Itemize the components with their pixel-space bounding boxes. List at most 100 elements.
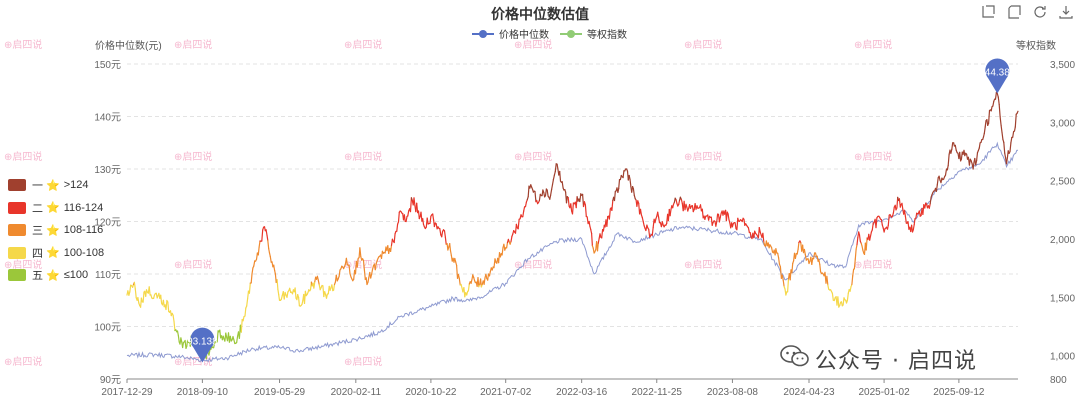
price-series-segment [826, 275, 829, 286]
marker-label: 144.386 [979, 67, 1016, 78]
price-series-segment [803, 248, 806, 256]
price-series-segment [242, 316, 245, 322]
legend-level-range: 100-108 [63, 246, 105, 259]
price-series-segment [1005, 157, 1009, 165]
price-series-segment [233, 339, 236, 345]
price-series-segment [413, 197, 416, 206]
price-series-segment [551, 179, 555, 186]
watermark-text: ⊕启四说 [344, 150, 382, 163]
price-series-segment [267, 239, 270, 250]
price-series-segment [444, 236, 447, 245]
price-series-segment [229, 335, 232, 342]
watermark-text: ⊕启四说 [854, 38, 892, 51]
price-series-segment [449, 250, 452, 257]
price-series-segment [990, 106, 993, 112]
x-axis-tick-label: 2019-05-29 [254, 387, 306, 398]
price-series-segment [999, 115, 1002, 127]
price-series-segment [371, 265, 375, 271]
legend-level-5[interactable]: 五 ⭐ ≤100 [8, 264, 104, 287]
legend-level-4[interactable]: 四 ⭐ 100-108 [8, 242, 104, 265]
price-series-segment [454, 257, 457, 263]
price-series-segment [501, 247, 504, 256]
price-series-segment [257, 246, 260, 256]
price-series-segment [924, 202, 927, 209]
price-series-segment [680, 198, 683, 204]
price-series-segment [251, 267, 254, 275]
price-series-segment [743, 218, 746, 226]
watermark-text: ⊕启四说 [4, 355, 42, 368]
price-series-segment [994, 91, 998, 100]
price-series-segment [417, 210, 420, 220]
price-series-segment [996, 92, 999, 98]
marker-pin[interactable]: 144.386 [979, 58, 1016, 94]
price-series-segment [639, 208, 643, 216]
price-series-segment [280, 294, 283, 300]
price-series-segment [901, 202, 904, 210]
price-series-segment [1013, 126, 1016, 132]
price-series-segment [1010, 136, 1013, 144]
zoom-reset-icon[interactable] [1006, 4, 1022, 20]
price-series-segment [811, 257, 814, 265]
price-series-segment [786, 278, 790, 293]
price-series-segment [129, 284, 132, 293]
legend-level-3[interactable]: 三 ⭐ 108-116 [8, 219, 104, 242]
wechat-logo-icon [780, 345, 809, 367]
zoom-icon[interactable] [980, 4, 996, 20]
legend-level-range: ≤100 [63, 269, 89, 282]
price-series-segment [177, 335, 180, 343]
price-series-segment [849, 286, 852, 292]
left-axis-tick-label: 130元 [94, 165, 121, 176]
refresh-icon[interactable] [1032, 4, 1048, 20]
price-series-segment [597, 237, 600, 244]
marker-pin[interactable]: 93.138 [187, 327, 218, 363]
price-series-segment [1003, 141, 1006, 154]
watermark-text: ⊕启四说 [174, 150, 212, 163]
price-series-segment [608, 208, 611, 220]
price-series-segment [918, 210, 921, 217]
price-series-segment [517, 218, 520, 230]
price-series-segment [954, 144, 957, 151]
price-series-segment [675, 199, 678, 205]
price-series-segment [457, 273, 460, 279]
series-legend-item[interactable]: 价格中位数 [472, 28, 549, 41]
price-series-segment [390, 244, 393, 252]
price-series-segment [247, 290, 250, 300]
price-series-segment [903, 209, 907, 217]
price-series-segment [869, 235, 872, 241]
marker-layer: 93.138 144.386 [187, 58, 1016, 363]
price-series-segment [789, 269, 792, 281]
watermark-text: ⊕启四说 [4, 258, 42, 271]
price-series-segment [861, 245, 864, 251]
price-series-segment [317, 279, 320, 286]
price-series-segment [854, 248, 857, 260]
download-icon[interactable] [1058, 4, 1074, 20]
left-axis-tick-label: 110元 [95, 270, 121, 281]
legend-swatch [8, 224, 26, 237]
price-series-segment [549, 188, 553, 196]
legend-level-1[interactable]: 一 ⭐ >124 [8, 174, 104, 197]
price-series-segment [590, 232, 594, 247]
star-icon: ⭐ [46, 247, 60, 260]
legend-level-2[interactable]: 二 ⭐ 116-124 [8, 197, 104, 220]
legend-swatch [8, 179, 26, 192]
price-series-segment [869, 231, 873, 237]
price-series-segment [641, 216, 644, 223]
price-series-segment [588, 220, 591, 227]
price-series-segment [278, 294, 281, 301]
price-series-segment [176, 330, 179, 337]
legend-level-range: 108-116 [63, 224, 104, 237]
legend-level-label: 五 [32, 270, 43, 283]
price-series-segment [483, 277, 486, 285]
series-legend-item[interactable]: 等权指数 [560, 28, 627, 41]
price-series-segment [804, 253, 807, 261]
price-series-segment [133, 281, 136, 290]
price-series-segment [632, 188, 635, 196]
x-axis-tick-label: 2023-08-08 [707, 387, 759, 398]
price-series-segment [775, 248, 778, 254]
price-series-segment [628, 174, 631, 180]
price-series-segment [506, 241, 509, 249]
price-series-segment [913, 218, 916, 226]
price-series-segment [441, 230, 444, 238]
price-series-segment [880, 219, 883, 226]
legend-level-label: 二 [32, 202, 43, 215]
